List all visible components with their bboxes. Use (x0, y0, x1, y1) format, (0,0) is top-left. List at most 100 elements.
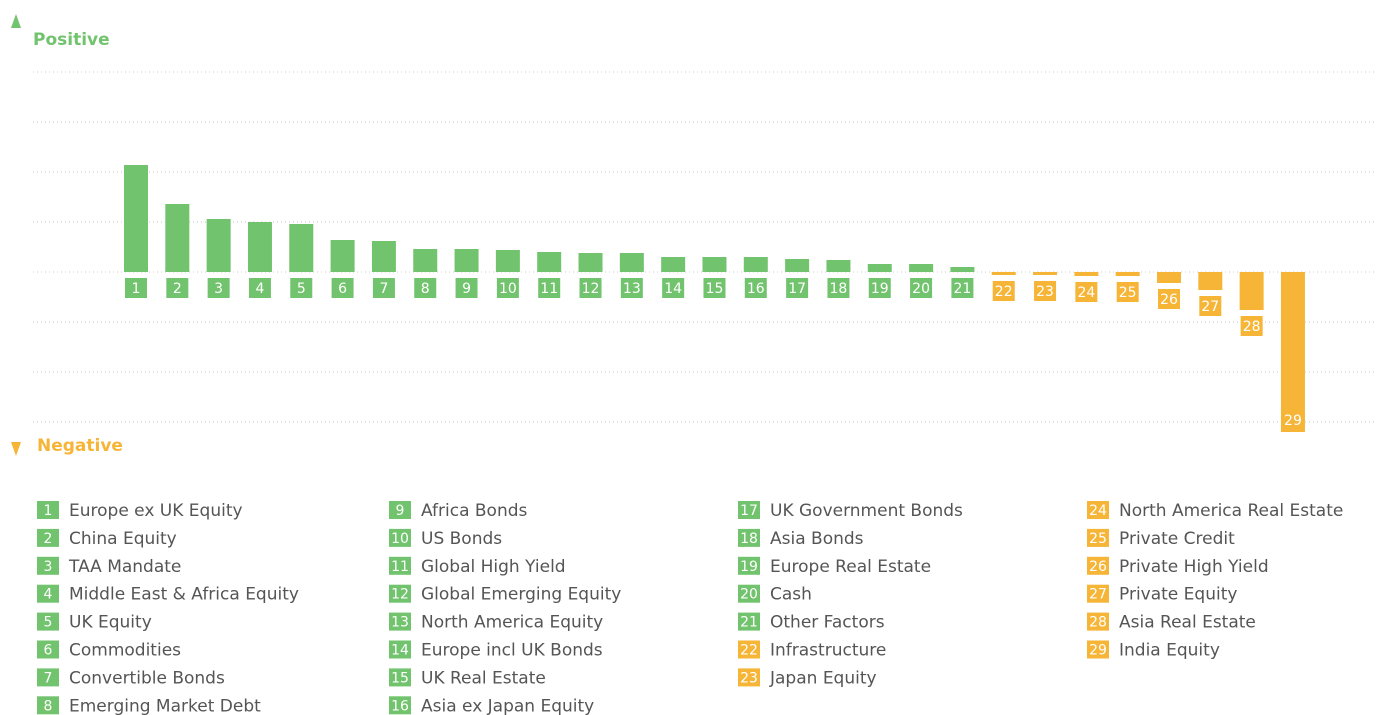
bar (702, 257, 727, 272)
bar (495, 250, 520, 272)
bar-id: 17 (788, 281, 806, 297)
bar-id: 13 (623, 281, 641, 297)
legend-id: 8 (44, 698, 53, 714)
legend-label: Emerging Market Debt (69, 696, 261, 715)
bar-id-box (1116, 282, 1139, 302)
legend-label: North America Equity (421, 613, 603, 633)
bar (1074, 272, 1099, 276)
bar-id: 10 (499, 281, 517, 297)
legend-label: North America Real Estate (1119, 501, 1343, 521)
bar-id-box (372, 278, 395, 298)
arrow-head-up (11, 14, 21, 28)
bar-id: 25 (1119, 285, 1137, 301)
bar-id: 23 (1036, 284, 1054, 300)
bar-id: 26 (1160, 292, 1178, 308)
arrow-head-down (11, 442, 21, 456)
bar (619, 253, 644, 272)
bar-id-box (290, 278, 313, 298)
legend-label: Middle East & Africa Equity (69, 585, 299, 605)
bar-id: 2 (173, 281, 182, 297)
legend-id: 19 (740, 559, 758, 575)
legend-label: Asia ex Japan Equity (421, 696, 594, 715)
legend-id-box (738, 528, 760, 547)
bar (867, 264, 892, 272)
bar-id: 4 (255, 281, 264, 297)
bar (206, 219, 231, 272)
legend-id-box (1087, 584, 1109, 603)
bar-id: 18 (830, 281, 848, 297)
legend-id-box (1087, 501, 1109, 519)
negative-label: Negative (37, 436, 123, 456)
legend-label: US Bonds (421, 529, 502, 549)
bar-id: 28 (1243, 319, 1261, 335)
bar-id: 21 (953, 281, 971, 297)
legend-id-box (37, 612, 59, 631)
legend-id-box (1087, 556, 1109, 575)
bar-id-box (579, 278, 602, 298)
bar-id: 8 (421, 281, 430, 297)
bar (578, 253, 603, 272)
legend-label: Global Emerging Equity (421, 585, 621, 605)
bar-id-box (868, 278, 891, 298)
bar-id: 16 (747, 281, 765, 297)
legend-id: 13 (391, 615, 409, 631)
bar-id: 20 (912, 281, 930, 297)
legend-id: 16 (391, 698, 409, 714)
legend-label: Cash (770, 585, 812, 605)
bar-id-box (1075, 282, 1098, 302)
legend-label: Asia Real Estate (1119, 613, 1256, 633)
bar-id: 19 (871, 281, 889, 297)
bar-id-box (1281, 410, 1304, 430)
legend-label: China Equity (69, 529, 177, 549)
legend-id: 3 (44, 559, 53, 575)
bar (1198, 272, 1223, 290)
legend-id-box (738, 668, 760, 687)
bar (454, 249, 479, 272)
bar-id: 22 (995, 284, 1013, 300)
bar (1239, 272, 1264, 310)
positive-label: Positive (33, 30, 110, 50)
bar (991, 272, 1016, 275)
legend-id: 21 (740, 615, 758, 631)
legend-id: 27 (1089, 587, 1107, 603)
bar (1280, 272, 1305, 432)
legend-id-box (37, 501, 59, 519)
legend-id: 29 (1089, 643, 1107, 659)
legend-id-box (389, 640, 411, 659)
legend-id: 11 (391, 559, 409, 575)
bar-id-box (455, 278, 478, 298)
legend-label: Infrastructure (770, 641, 886, 661)
legend-id-box (37, 640, 59, 659)
bar-id-box (662, 278, 685, 298)
legend-id: 26 (1089, 559, 1107, 575)
bar (950, 267, 975, 272)
bar-id-box (414, 278, 437, 298)
legend-id: 20 (740, 587, 758, 603)
bar (1033, 272, 1058, 275)
bar-id-box (331, 278, 354, 298)
legend-label: Convertible Bonds (69, 668, 225, 688)
legend-label: UK Government Bonds (770, 501, 963, 521)
bar (289, 224, 314, 272)
bar-id-box (496, 278, 519, 298)
bar-id-box (248, 278, 271, 298)
legend-id-box (37, 668, 59, 687)
legend-id-box (1087, 640, 1109, 659)
legend-id: 25 (1089, 531, 1107, 547)
legend-id-box (37, 556, 59, 575)
bar-id-box (538, 278, 561, 298)
legend-id-box (389, 668, 411, 687)
legend-label: Private Equity (1119, 585, 1237, 605)
legend-id: 9 (396, 503, 405, 519)
legend-label: TAA Mandate (68, 557, 181, 577)
legend-label: Private High Yield (1119, 557, 1269, 577)
legend-id-box (738, 556, 760, 575)
legend-id: 7 (44, 670, 53, 686)
legend-id-box (37, 584, 59, 603)
bar-id-box (827, 278, 850, 298)
bar-id-box (1240, 316, 1263, 336)
bar-id: 12 (582, 281, 600, 297)
bar-id-box (125, 278, 147, 298)
bar-id: 3 (214, 281, 223, 297)
legend-label: Africa Bonds (421, 501, 528, 521)
